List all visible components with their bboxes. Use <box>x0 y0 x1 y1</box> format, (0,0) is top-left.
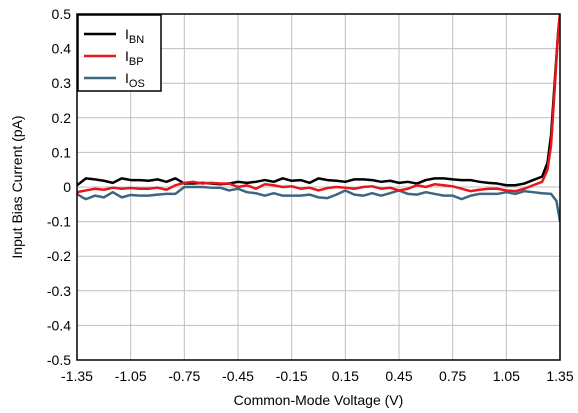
y-tick-label: -0.2 <box>47 248 71 264</box>
y-tick-labels: -0.5 -0.4 -0.3 -0.2 -0.1 0 0.1 0.2 0.3 0.4 0.5 <box>47 6 71 368</box>
y-tick-label: 0 <box>63 179 71 195</box>
y-tick-label: -0.1 <box>47 214 71 230</box>
x-tick-label: -1.35 <box>61 368 93 384</box>
y-tick-label: 0.4 <box>52 41 72 57</box>
x-tick-labels: -1.35 -1.05 -0.75 -0.45 -0.15 0.15 0.45 0.75 1.0… <box>61 368 574 384</box>
series-line-os <box>77 185 560 222</box>
x-tick-label: 0.15 <box>332 368 359 384</box>
y-axis-label: Input Bias Current (pA) <box>9 115 25 258</box>
series-line-bp <box>77 14 560 194</box>
y-tick-label: -0.4 <box>47 317 71 333</box>
y-tick-label: 0.2 <box>52 110 72 126</box>
legend-box <box>77 14 162 92</box>
grid <box>77 14 560 360</box>
x-tick-label: 0.75 <box>439 368 466 384</box>
y-tick-label: 0.5 <box>52 6 72 22</box>
series-layer <box>77 14 560 222</box>
x-tick-label: 0.45 <box>385 368 412 384</box>
y-tick-label: -0.3 <box>47 283 71 299</box>
legend-label: IBP <box>125 48 144 68</box>
y-tick-label: -0.5 <box>47 352 71 368</box>
legend-label: IOS <box>125 70 145 90</box>
legend-label: IBN <box>125 26 144 46</box>
series-line-bn <box>77 14 560 187</box>
plot-frame <box>76 13 561 361</box>
x-tick-label: 1.35 <box>546 368 573 384</box>
x-tick-label: -1.05 <box>115 368 147 384</box>
x-tick-label: 1.05 <box>493 368 520 384</box>
x-axis-label: Common-Mode Voltage (V) <box>234 392 404 408</box>
legend: IBN IBP IOS <box>77 14 162 92</box>
x-tick-label: -0.45 <box>222 368 254 384</box>
x-tick-label: -0.75 <box>168 368 200 384</box>
x-tick-label: -0.15 <box>276 368 308 384</box>
y-tick-label: 0.1 <box>52 144 72 160</box>
y-tick-label: 0.3 <box>52 75 72 91</box>
